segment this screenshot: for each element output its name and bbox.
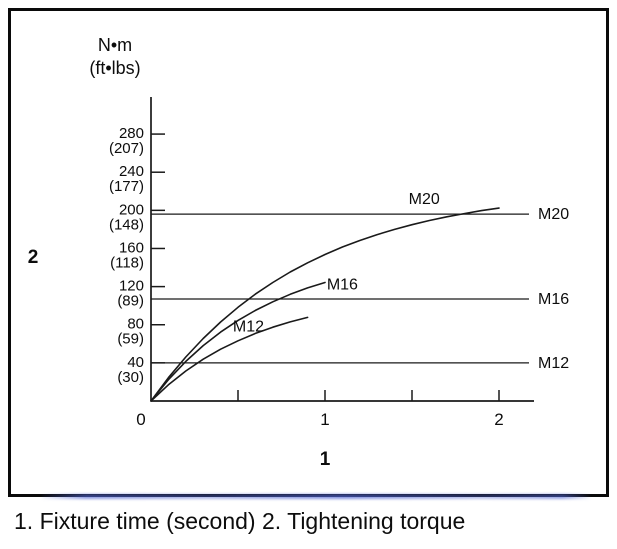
x-tick-label-1: 1 bbox=[320, 410, 329, 429]
x-tick-label-2: 2 bbox=[494, 410, 503, 429]
y-tick-label-ftlbs-40: (30) bbox=[117, 369, 144, 386]
curve-M20 bbox=[150, 207, 500, 402]
y-tick-label-ftlbs-80: (59) bbox=[117, 331, 144, 348]
x-tick-label-0: 0 bbox=[136, 410, 145, 429]
y-tick-label-nm-80: 80 bbox=[127, 316, 144, 333]
ref-line-label-M16: M16 bbox=[538, 291, 569, 308]
curve-label-M16: M16 bbox=[327, 277, 358, 294]
y-tick-label-ftlbs-200: (148) bbox=[109, 216, 144, 233]
y-tick-label-nm-120: 120 bbox=[119, 278, 144, 295]
ref-line-label-M20: M20 bbox=[538, 206, 569, 223]
curve-M12 bbox=[150, 316, 309, 402]
y-axis-unit-ftlbs: (ft•lbs) bbox=[89, 58, 140, 78]
y-tick-label-nm-280: 280 bbox=[119, 125, 144, 142]
figure-caption: 1. Fixture time (second) 2. Tightening t… bbox=[14, 508, 466, 534]
torque-time-chart: M20M16M12280(207)240(177)200(148)160(118… bbox=[28, 35, 570, 470]
y-tick-label-ftlbs-120: (89) bbox=[117, 293, 144, 310]
figure-frame: M20 M16 M12 280 (207) 240 (177) 200 (148) 160 (118… bbox=[8, 8, 609, 497]
y-tick-label-nm-240: 240 bbox=[119, 163, 144, 180]
y-tick-label-nm-160: 160 bbox=[119, 239, 144, 256]
y-tick-label-ftlbs-160: (118) bbox=[110, 254, 144, 271]
y-tick-label-nm-40: 40 bbox=[127, 354, 144, 371]
y-tick-label-nm-200: 200 bbox=[119, 201, 144, 218]
curve-label-M12: M12 bbox=[233, 319, 264, 336]
x-axis-ref-number: 1 bbox=[320, 449, 331, 470]
y-tick-label-ftlbs-240: (177) bbox=[109, 178, 144, 195]
ref-line-label-M12: M12 bbox=[538, 355, 569, 372]
y-axis-unit-nm: N•m bbox=[98, 35, 132, 55]
y-axis-ref-number: 2 bbox=[28, 247, 39, 268]
curve-M16 bbox=[150, 281, 326, 402]
curve-label-M20: M20 bbox=[409, 191, 440, 208]
y-tick-label-ftlbs-280: (207) bbox=[109, 140, 144, 157]
